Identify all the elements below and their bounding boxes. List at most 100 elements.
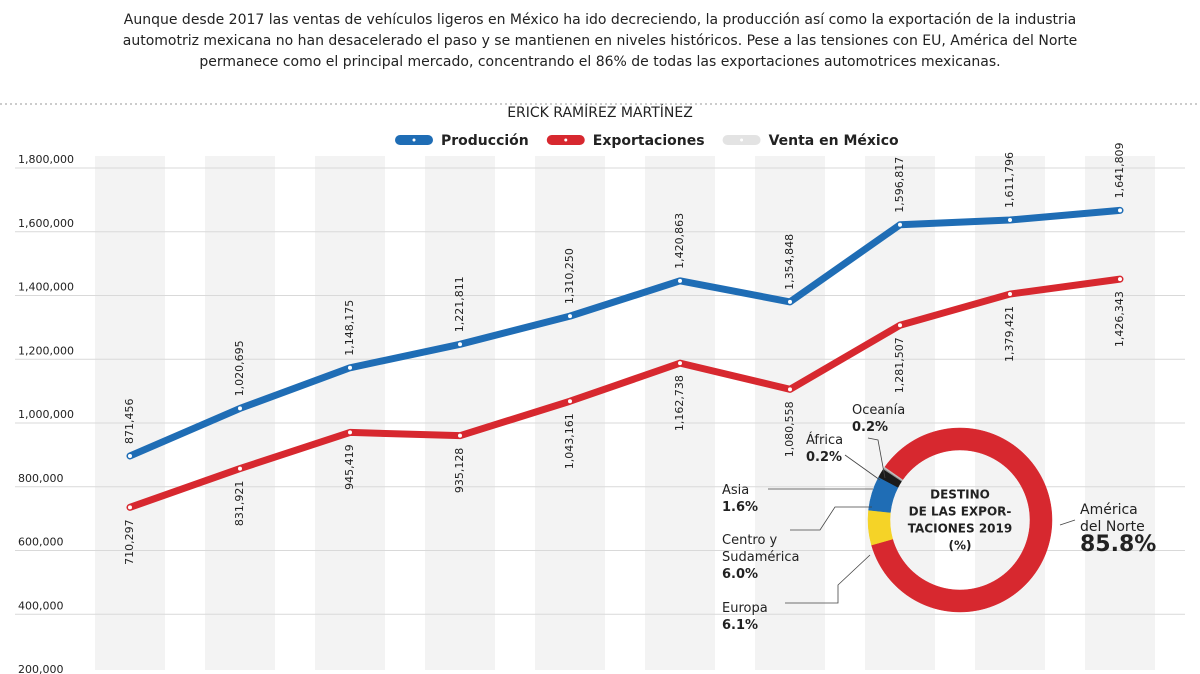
point <box>458 342 462 347</box>
data-label: 935,128 <box>453 448 466 494</box>
pie-value: 85.8% <box>1080 532 1157 557</box>
legend-dot <box>564 138 568 142</box>
y-tick-label: 1,800,000 <box>18 153 74 166</box>
data-label: 1,420,863 <box>673 213 686 269</box>
y-tick-label: 400,000 <box>18 599 64 612</box>
point <box>1008 292 1012 297</box>
point <box>568 399 572 404</box>
y-tick-label: 200,000 <box>18 663 64 674</box>
donut-title: DESTINO <box>930 488 990 502</box>
point <box>1118 208 1122 213</box>
leader-line <box>1059 519 1076 526</box>
leader-line <box>790 506 872 531</box>
point <box>238 466 242 471</box>
data-label: 1,596,817 <box>893 157 906 213</box>
leader-line <box>867 437 886 479</box>
pie-value: 1.6% <box>722 500 759 515</box>
column-band <box>1085 156 1155 670</box>
column-band <box>425 156 495 670</box>
column-band <box>535 156 605 670</box>
pie-category: Europa <box>722 601 768 616</box>
data-label: 1,281,507 <box>893 337 906 393</box>
y-tick-label: 1,000,000 <box>18 408 74 421</box>
column-band <box>95 156 165 670</box>
data-label: 1,148,175 <box>343 300 356 356</box>
y-tick-label: 1,400,000 <box>18 281 74 294</box>
pie-category: América del Norte <box>1080 502 1145 535</box>
pie-label: Oceanía 0.2% <box>852 402 932 436</box>
column-band <box>315 156 385 670</box>
pie-label: África 0.2% <box>806 432 866 466</box>
legend-label: Producción <box>441 133 529 149</box>
donut-segment <box>871 427 1053 613</box>
y-tick-label: 600,000 <box>18 536 64 549</box>
leader-line <box>785 554 871 604</box>
pie-value: 6.1% <box>722 618 759 633</box>
series-line <box>126 275 1124 511</box>
data-label: 1,020,695 <box>233 340 246 396</box>
pie-category: Asia <box>722 483 750 498</box>
donut-segment <box>867 509 893 546</box>
point <box>678 361 682 366</box>
data-label: 871,456 <box>123 398 136 444</box>
data-label: 945,419 <box>343 444 356 490</box>
legend-dot <box>740 138 744 142</box>
point <box>898 323 902 328</box>
intro-line: Aunque desde 2017 las ventas de vehículo… <box>123 12 1077 28</box>
pie-category: Centro y Sudamérica <box>722 533 800 565</box>
data-label: 1,379,421 <box>1003 306 1016 362</box>
column-band <box>645 156 715 670</box>
donut-title: TACIONES 2019 <box>908 522 1012 536</box>
point <box>678 278 682 283</box>
pie-value: 6.0% <box>722 567 759 582</box>
point <box>1008 217 1012 222</box>
pie-label: América del Norte 85.8% <box>1080 502 1157 557</box>
data-label: 1,080,558 <box>783 401 796 457</box>
point <box>348 430 352 435</box>
point <box>788 299 792 304</box>
data-label: 1,426,343 <box>1113 291 1126 347</box>
leader-line <box>844 454 881 481</box>
y-tick-label: 800,000 <box>18 472 64 485</box>
point <box>1118 277 1122 282</box>
pie-value: 0.2% <box>852 420 889 435</box>
pie-label: Europa 6.1% <box>722 600 812 634</box>
column-band <box>755 156 825 670</box>
y-tick-label: 1,600,000 <box>18 217 74 230</box>
data-label: 1,221,811 <box>453 276 466 332</box>
legend-label: Exportaciones <box>593 133 705 149</box>
data-label: 1,162,738 <box>673 375 686 431</box>
data-label: 1,611,796 <box>1003 152 1016 208</box>
data-label: 1,310,250 <box>563 248 576 304</box>
point <box>348 365 352 370</box>
series-line <box>126 206 1124 460</box>
point <box>788 387 792 392</box>
intro-line: permanece como el principal mercado, con… <box>199 54 1001 70</box>
pie-category: África <box>806 433 844 448</box>
point <box>128 453 132 458</box>
data-label: 831,921 <box>233 481 246 527</box>
point <box>458 433 462 438</box>
intro-line: automotriz mexicana no han desacelerado … <box>122 33 1078 49</box>
pie-category: Oceanía <box>852 403 906 418</box>
column-band <box>205 156 275 670</box>
point <box>898 222 902 227</box>
pie-label: Centro y Sudamérica 6.0% <box>722 532 812 583</box>
pie-label: Asia 1.6% <box>722 482 812 516</box>
data-label: 1,641,809 <box>1113 142 1126 198</box>
donut-title: DE LAS EXPOR- <box>909 505 1012 519</box>
point <box>238 406 242 411</box>
point <box>568 314 572 319</box>
data-label: 1,043,161 <box>563 413 576 469</box>
data-label: 1,354,848 <box>783 234 796 290</box>
pie-value: 0.2% <box>806 450 843 465</box>
intro: Aunque desde 2017 las ventas de vehículo… <box>0 10 1200 73</box>
legend-dot <box>412 138 416 142</box>
legend-label: Venta en México <box>769 133 899 149</box>
donut-segment <box>883 466 904 481</box>
point <box>128 505 132 510</box>
author: ERICK RAMÍREZ MARTÍNEZ <box>507 104 693 121</box>
y-tick-label: 1,200,000 <box>18 344 74 357</box>
